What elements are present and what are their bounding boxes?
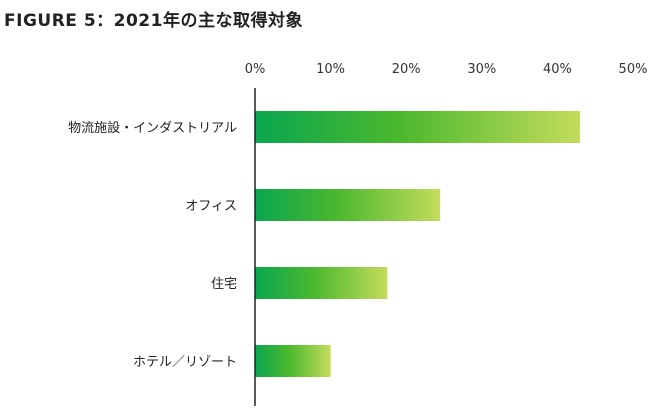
bars: [255, 111, 581, 377]
x-axis-ticks: 0% 10% 20% 30% 40% 50%: [245, 62, 648, 77]
x-tick-label: 10%: [316, 62, 345, 77]
x-tick-label: 30%: [467, 62, 496, 77]
category-label: ホテル／リゾート: [133, 355, 237, 370]
bar: [255, 189, 441, 221]
category-label: 住宅: [211, 277, 237, 292]
bar: [255, 111, 581, 143]
chart-title: FIGURE 5：2021年の主な取得対象: [4, 11, 303, 31]
bar: [255, 267, 388, 299]
x-tick-label: 20%: [392, 62, 421, 77]
x-tick-label: 50%: [619, 62, 648, 77]
x-tick-label: 0%: [245, 62, 266, 77]
category-label: 物流施設・インダストリアル: [68, 120, 237, 136]
category-label: オフィス: [185, 199, 237, 214]
bar: [255, 345, 331, 377]
x-tick-label: 40%: [543, 62, 572, 77]
